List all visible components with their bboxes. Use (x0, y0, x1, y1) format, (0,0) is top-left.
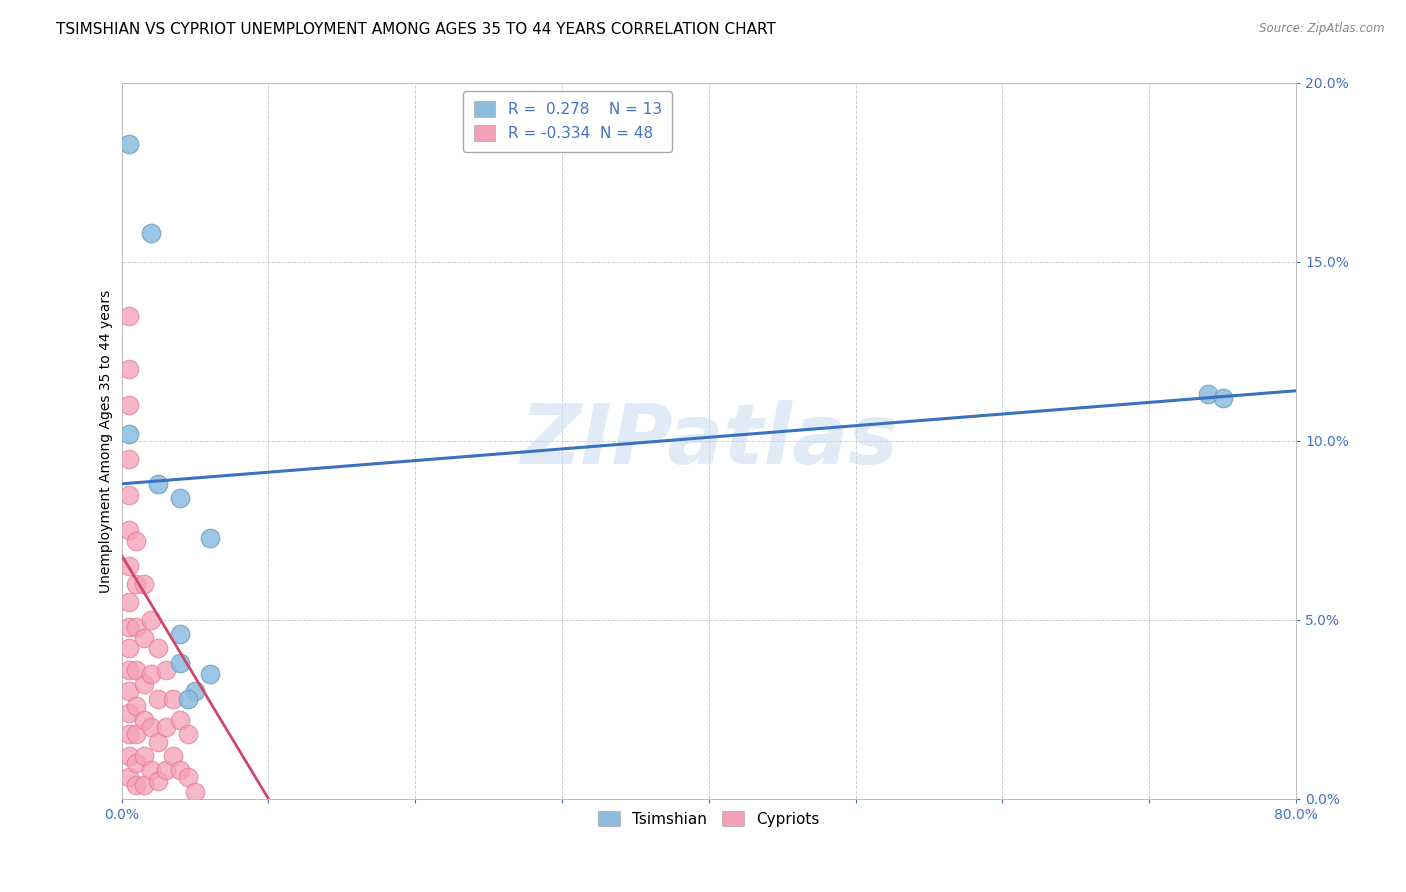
Point (184, 684, 207, 698)
Point (139, 666, 162, 681)
Point (125, 756, 148, 770)
Point (177, 727, 200, 741)
Point (139, 720, 162, 734)
Point (118, 641, 141, 656)
Point (118, 663, 141, 677)
Point (118, 559, 141, 574)
Point (184, 785, 207, 799)
Point (118, 595, 141, 609)
Point (118, 362, 141, 376)
Point (132, 748, 155, 763)
Point (169, 627, 191, 641)
Point (148, 476, 170, 491)
Text: TSIMSHIAN VS CYPRIOT UNEMPLOYMENT AMONG AGES 35 TO 44 YEARS CORRELATION CHART: TSIMSHIAN VS CYPRIOT UNEMPLOYMENT AMONG … (56, 22, 776, 37)
Point (162, 691, 184, 706)
Point (118, 684, 141, 698)
Point (118, 620, 141, 634)
Point (1212, 391, 1234, 405)
Point (118, 524, 141, 538)
Point (177, 770, 200, 784)
Point (139, 613, 162, 627)
Point (132, 777, 155, 791)
Point (148, 734, 170, 748)
Point (118, 309, 141, 323)
Point (155, 763, 177, 777)
Point (139, 763, 162, 777)
Point (125, 663, 148, 677)
Point (148, 691, 170, 706)
Point (169, 656, 191, 670)
Point (125, 577, 148, 591)
Point (155, 663, 177, 677)
Point (118, 398, 141, 412)
Point (118, 748, 141, 763)
Point (162, 748, 184, 763)
Point (139, 227, 162, 241)
Text: ZIPatlas: ZIPatlas (520, 401, 898, 482)
Point (148, 641, 170, 656)
Point (118, 770, 141, 784)
Point (177, 691, 200, 706)
Point (148, 773, 170, 788)
Point (132, 713, 155, 727)
Text: Source: ZipAtlas.com: Source: ZipAtlas.com (1260, 22, 1385, 36)
Point (125, 777, 148, 791)
Point (118, 426, 141, 441)
Point (169, 713, 191, 727)
Legend: Tsimshian, Cypriots: Tsimshian, Cypriots (591, 803, 827, 834)
Point (118, 451, 141, 466)
Point (125, 534, 148, 549)
Point (169, 763, 191, 777)
Point (155, 720, 177, 734)
Point (125, 698, 148, 713)
Point (125, 620, 148, 634)
Point (132, 631, 155, 645)
Point (118, 136, 141, 151)
Point (125, 727, 148, 741)
Point (1197, 387, 1219, 401)
Y-axis label: Unemployment Among Ages 35 to 44 years: Unemployment Among Ages 35 to 44 years (100, 289, 114, 592)
Point (198, 666, 221, 681)
Point (169, 491, 191, 505)
Point (118, 706, 141, 720)
Point (118, 487, 141, 501)
Point (132, 577, 155, 591)
Point (118, 727, 141, 741)
Point (198, 531, 221, 545)
Point (132, 677, 155, 691)
